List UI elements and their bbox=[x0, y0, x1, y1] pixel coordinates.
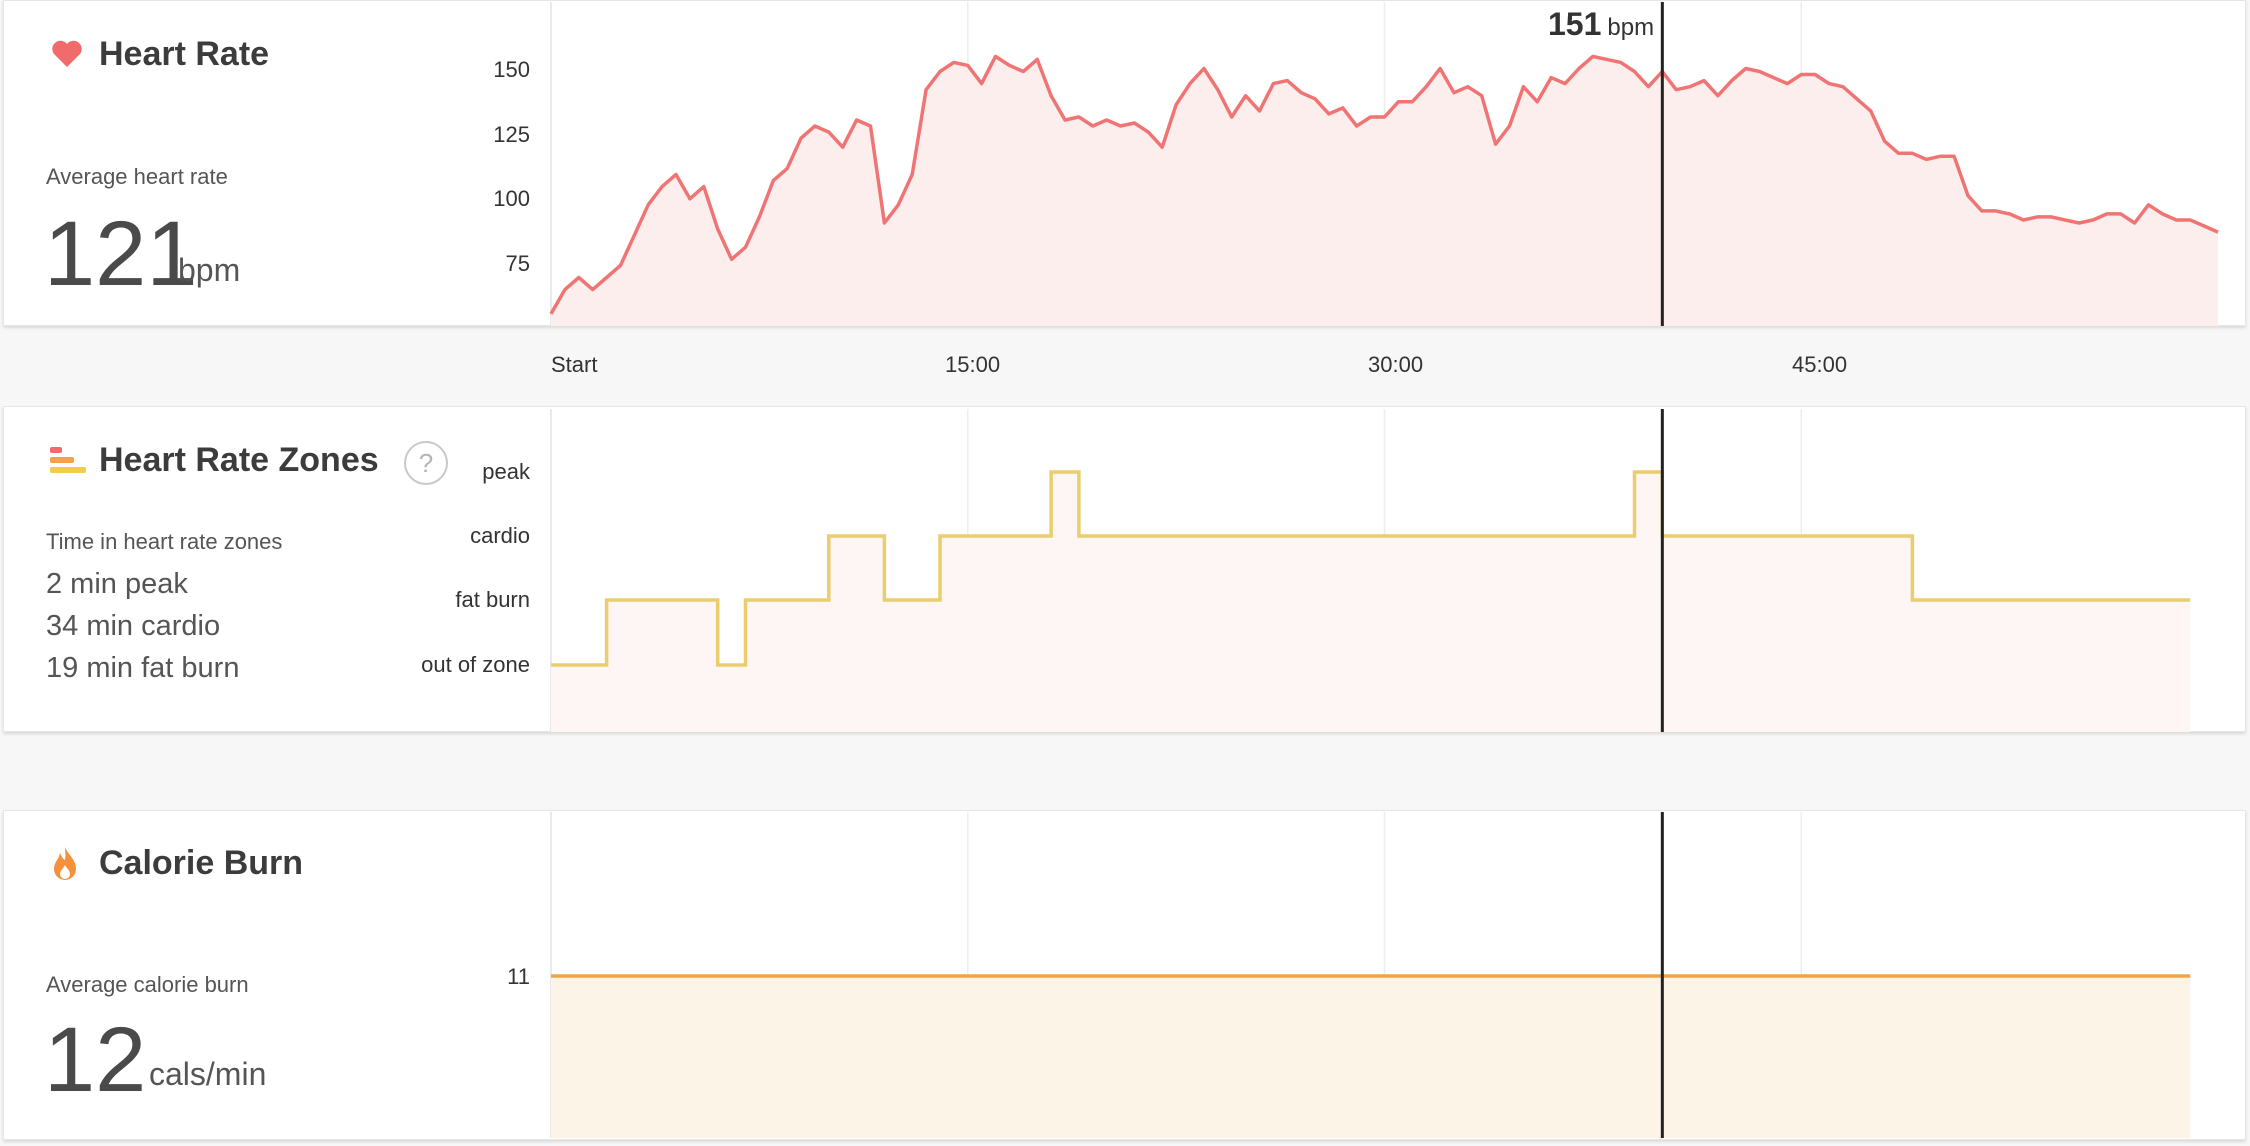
zone-fatburn-time: 19 min fat burn bbox=[46, 652, 240, 684]
cursor-value: 151 bbox=[1548, 6, 1602, 42]
average-calorie-label: Average calorie burn bbox=[46, 972, 249, 997]
flame-icon bbox=[50, 845, 80, 888]
cursor-readout: 151 bpm bbox=[1548, 6, 1654, 43]
average-heart-rate-label: Average heart rate bbox=[46, 164, 228, 189]
zone-level-label: out of zone bbox=[421, 652, 530, 677]
zone-cardio-time: 34 min cardio bbox=[46, 610, 221, 642]
average-heart-rate-unit: bpm bbox=[178, 252, 241, 288]
x-tick-30: 30:00 bbox=[1368, 352, 1424, 377]
calorie-y-tick: 11 bbox=[507, 964, 530, 989]
heart-rate-area bbox=[551, 56, 2218, 327]
calorie-area bbox=[551, 976, 2191, 1138]
zone-level-label: fat burn bbox=[455, 587, 530, 612]
hr-y-tick: 150 bbox=[493, 57, 530, 82]
zones-title: Heart Rate Zones bbox=[99, 441, 379, 479]
help-icon[interactable]: ? bbox=[404, 441, 448, 485]
cursor-unit: bpm bbox=[1607, 14, 1655, 41]
zones-sub-label: Time in heart rate zones bbox=[46, 529, 283, 554]
average-calorie-value: 12 bbox=[44, 1009, 147, 1111]
heart-rate-title: Heart Rate bbox=[99, 35, 270, 73]
zone-level-label: cardio bbox=[470, 523, 530, 548]
x-tick-45: 45:00 bbox=[1792, 352, 1848, 377]
heart-rate-line bbox=[549, 54, 2219, 315]
hr-y-tick: 100 bbox=[493, 186, 530, 211]
zones-area bbox=[551, 472, 2191, 732]
zone-peak-time: 2 min peak bbox=[46, 568, 188, 600]
hr-y-tick: 75 bbox=[505, 251, 530, 276]
calorie-title: Calorie Burn bbox=[99, 844, 304, 882]
heart-icon bbox=[50, 39, 84, 74]
zones-icon bbox=[50, 445, 86, 482]
average-calorie-unit: cals/min bbox=[149, 1056, 267, 1092]
hr-y-tick: 125 bbox=[493, 122, 530, 147]
x-tick-start: Start bbox=[551, 352, 598, 377]
zone-level-label: peak bbox=[482, 459, 530, 484]
x-tick-15: 15:00 bbox=[945, 352, 1001, 377]
average-heart-rate-value: 121 bbox=[44, 203, 198, 305]
